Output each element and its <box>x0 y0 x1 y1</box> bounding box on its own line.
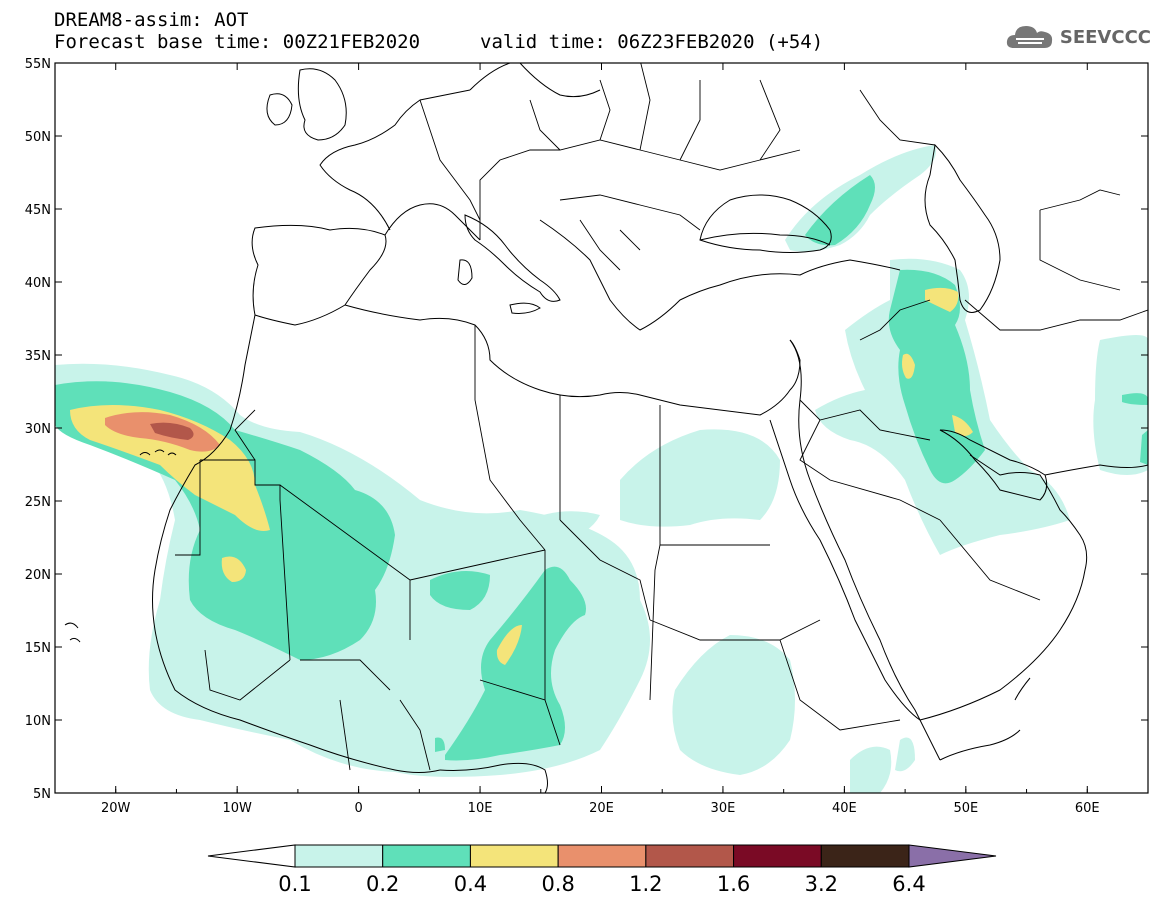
colorbar-label: 1.2 <box>629 872 662 896</box>
colorbar-swatch <box>733 844 822 868</box>
colorbar-upper-arrow <box>908 844 997 868</box>
lat-label: 15N <box>25 641 51 656</box>
lon-label: 50E <box>953 801 978 816</box>
colorbar-swatch <box>294 844 384 868</box>
cloud-icon <box>1006 26 1052 48</box>
colorbar-label: 0.2 <box>366 872 399 896</box>
logo-text: SEEVCCC <box>1059 26 1151 48</box>
colorbar-label: 0.1 <box>278 872 311 896</box>
lon-label: 30E <box>711 801 736 816</box>
colorbar-swatch <box>820 844 910 868</box>
lat-label: 35N <box>25 349 51 364</box>
colorbar-swatch <box>382 844 471 868</box>
map-title: DREAM8-assim: AOT <box>54 9 249 31</box>
colorbar-label: 3.2 <box>805 872 838 896</box>
valid-time: valid time: 06Z23FEB2020 (+54) <box>480 31 824 53</box>
colorbar-swatch <box>557 844 647 868</box>
lat-label: 10N <box>25 714 51 729</box>
lon-label: 40E <box>832 801 857 816</box>
colorbar: 0.1 0.2 0.4 0.8 1.2 1.6 3.2 6.4 <box>207 844 997 896</box>
lat-label: 30N <box>25 422 51 437</box>
lon-label: 10W <box>222 801 252 816</box>
colorbar-label: 0.4 <box>454 872 487 896</box>
lat-label: 50N <box>25 130 51 145</box>
colorbar-label: 6.4 <box>892 872 925 896</box>
lat-label: 40N <box>25 276 51 291</box>
colorbar-lower-arrow <box>207 844 296 868</box>
lat-label: 45N <box>25 203 51 218</box>
country-borders <box>175 63 1148 771</box>
colorbar-swatch <box>469 844 559 868</box>
lon-label: 10E <box>468 801 493 816</box>
lat-label: 5N <box>33 787 51 802</box>
forecast-base-time: Forecast base time: 00Z21FEB2020 <box>54 31 421 53</box>
aot-field <box>55 145 1148 793</box>
colorbar-swatch <box>645 844 735 868</box>
longitude-axis: 20W 10W 0 10E 20E 30E 40E 50E 60E <box>54 63 1149 816</box>
lat-label: 25N <box>25 495 51 510</box>
colorbar-label: 0.8 <box>541 872 574 896</box>
colorbar-label: 1.6 <box>717 872 750 896</box>
lon-label: 0 <box>354 801 362 816</box>
lat-label: 20N <box>25 568 51 583</box>
lat-label: 55N <box>25 57 51 72</box>
latitude-axis: 55N 50N 45N 40N 35N 30N 25N 20N 15N 10N 5N <box>25 57 1148 802</box>
seevccc-logo: SEEVCCC <box>1004 22 1151 52</box>
lon-label: 20W <box>101 801 131 816</box>
lon-label: 60E <box>1075 801 1100 816</box>
lon-label: 20E <box>589 801 614 816</box>
